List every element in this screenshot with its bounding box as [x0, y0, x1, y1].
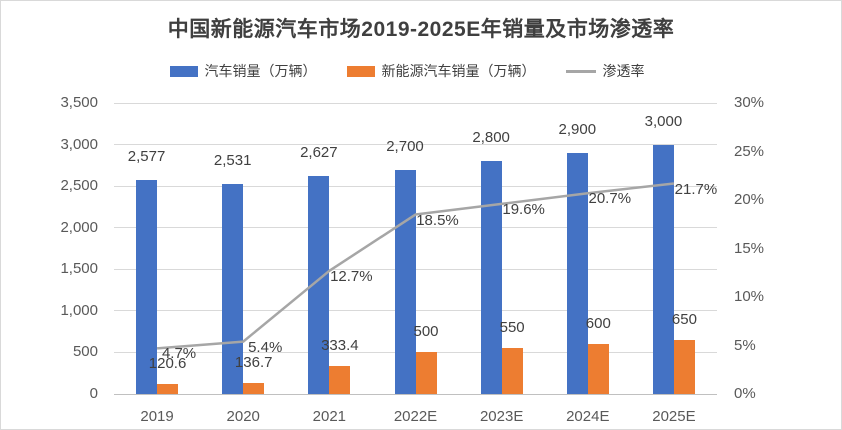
nev-sales-value-label: 550: [499, 319, 525, 337]
bar-nev-sales: [415, 352, 437, 394]
y-axis-tick-label: 2,000: [60, 218, 98, 236]
x-axis-category-label: 2022E: [393, 408, 438, 425]
x-axis-category-label: 2021: [312, 408, 347, 425]
secondary-axis-tick-label: 30%: [734, 94, 765, 111]
legend-label-penetration: 渗透率: [602, 63, 645, 79]
penetration-value-label: 19.6%: [502, 200, 545, 218]
chart-legend: 汽车销量（万辆） 新能源汽车销量（万辆） 渗透率: [1, 61, 827, 81]
nev-sales-value-label: 120.6: [148, 354, 187, 372]
y-axis-tick-label: 3,000: [60, 135, 98, 153]
secondary-axis-tick-label: 5%: [734, 336, 756, 354]
penetration-value-label: 5.4%: [248, 338, 283, 356]
x-axis-category-label: 2025E: [652, 408, 696, 425]
gridline: [114, 227, 717, 229]
bar-nev-sales: [157, 383, 179, 394]
y-axis-tick-label: 1,500: [60, 260, 98, 278]
auto-sales-value-label: 2,700: [386, 137, 424, 155]
nev-sales-value-label: 600: [585, 315, 611, 333]
penetration-value-label: 4.7%: [161, 345, 197, 363]
nev-sales-value-label: 136.7: [234, 353, 273, 371]
gridline: [114, 102, 717, 104]
penetration-value-label: 21.7%: [674, 180, 718, 198]
penetration-value-label: 18.5%: [416, 211, 459, 229]
gridline: [114, 268, 717, 270]
x-axis-category-label: 2020: [226, 408, 260, 425]
nev-sales-value-label: 333.4: [321, 337, 359, 355]
y-axis-tick-label: 3,500: [60, 94, 98, 111]
auto-sales-value-label: 2,900: [558, 120, 597, 138]
auto-sales-value-label: 2,627: [300, 143, 338, 161]
nev-sales-value-label: 650: [671, 310, 697, 328]
bar-nev-sales: [243, 382, 265, 394]
gridline: [114, 393, 717, 395]
gridline: [114, 185, 717, 187]
bar-nev-sales: [329, 366, 351, 394]
x-axis-category-label: 2024E: [566, 408, 610, 425]
secondary-axis-tick-label: 0%: [734, 385, 756, 402]
bar-nev-sales: [587, 344, 609, 394]
auto-sales-value-label: 2,577: [127, 147, 166, 165]
bar-auto-sales: [566, 152, 588, 394]
secondary-axis-tick-label: 20%: [734, 191, 765, 208]
bar-auto-sales: [136, 179, 158, 394]
chart-title: 中国新能源汽车市场2019-2025E年销量及市场渗透率: [167, 18, 675, 41]
legend-item-penetration: 渗透率: [565, 61, 645, 81]
penetration-value-label: 20.7%: [588, 190, 632, 208]
y-axis-tick-label: 0: [89, 385, 98, 402]
bar-auto-sales: [308, 175, 330, 394]
auto-sales-swatch-icon: [169, 65, 198, 77]
penetration-value-label: 12.7%: [330, 267, 373, 285]
auto-sales-value-label: 2,800: [472, 129, 510, 147]
secondary-axis-tick-label: 15%: [734, 239, 765, 257]
bar-auto-sales: [480, 161, 502, 394]
secondary-axis-tick-label: 10%: [734, 288, 765, 305]
x-axis-category-label: 2019: [140, 408, 174, 425]
gridline: [114, 310, 717, 312]
legend-label-nev-sales: 新能源汽车销量（万辆）: [381, 63, 536, 79]
bar-nev-sales: [673, 339, 695, 394]
auto-sales-value-label: 2,531: [213, 151, 252, 169]
y-axis-tick-label: 1,000: [60, 301, 98, 319]
gridline: [114, 144, 717, 146]
legend-item-auto-sales: 汽车销量（万辆）: [169, 61, 317, 81]
bar-auto-sales: [652, 144, 674, 394]
nev-sales-value-label: 500: [413, 323, 439, 341]
y-axis-tick-label: 2,500: [60, 177, 98, 195]
legend-label-auto-sales: 汽车销量（万辆）: [204, 63, 317, 79]
x-axis-category-label: 2023E: [479, 408, 524, 425]
bar-nev-sales: [501, 348, 523, 394]
nev-sales-swatch-icon: [346, 65, 375, 77]
legend-item-nev-sales: 新能源汽车销量（万辆）: [346, 61, 536, 81]
auto-sales-value-label: 3,000: [644, 112, 683, 130]
y-axis-tick-label: 500: [72, 343, 98, 361]
secondary-axis-tick-label: 25%: [734, 142, 765, 160]
penetration-line-swatch-icon: [565, 69, 596, 73]
